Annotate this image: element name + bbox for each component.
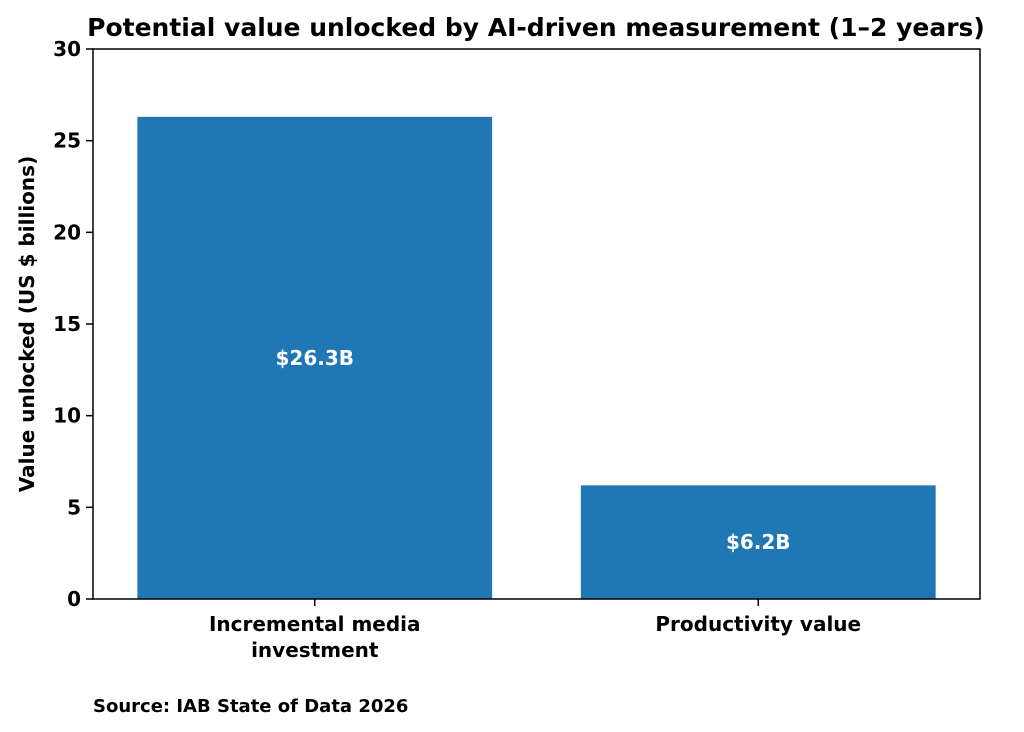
y-tick-label-15: 15 <box>53 312 81 336</box>
y-tick-label-30: 30 <box>53 37 81 61</box>
y-tick-label-5: 5 <box>67 495 81 519</box>
bar-1 <box>137 116 493 599</box>
x-tick-label-2: Productivity value <box>655 612 861 636</box>
plot-area: $26.3B Incremental media investment $6.2B Pr… <box>53 37 981 662</box>
y-tick-label-10: 10 <box>53 404 81 428</box>
x-tick-label-1: Incremental media investment <box>209 612 421 662</box>
y-axis-label: Value unlocked (US $ billions) <box>15 156 39 492</box>
bar-2 <box>580 485 936 599</box>
y-tick-label-0: 0 <box>67 587 81 611</box>
y-tick-label-20: 20 <box>53 220 81 244</box>
bar-value-label-1: $26.3B <box>275 346 354 370</box>
source-note: Source: IAB State of Data 2026 <box>93 696 408 717</box>
chart-title: Potential value unlocked by AI-driven me… <box>87 13 985 42</box>
bar-value-label-2: $6.2B <box>726 530 791 554</box>
y-tick-label-25: 25 <box>53 129 81 153</box>
